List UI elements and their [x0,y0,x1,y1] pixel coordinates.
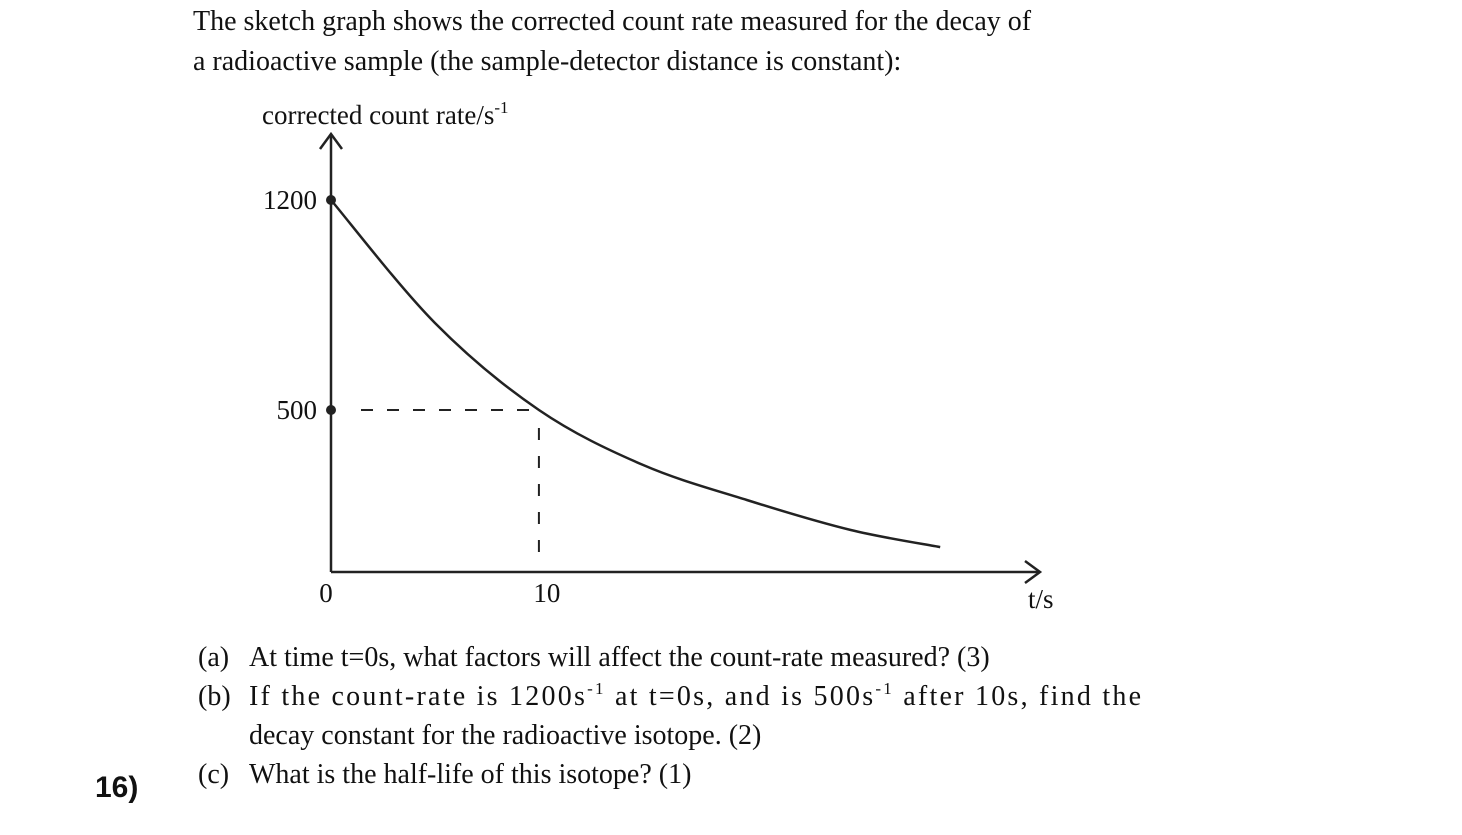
x-axis-label: t/s [1028,584,1054,614]
question-text: What is the half-life of this isotope? (… [249,759,691,790]
decay-curve [330,199,941,549]
question-text-part: at t=0s, and is 500s [606,681,873,712]
intro-line: The sketch graph shows the corrected cou… [193,6,1032,37]
y-tick-dot [326,405,336,415]
x-axis-arrow [1024,559,1043,585]
question-label: (a) [198,642,229,673]
question-text-part: decay constant for the radioactive isoto… [249,720,761,751]
question-sup: -1 [875,679,891,698]
y-axis-label-text: corrected count rate/s [262,100,494,130]
intro-line: a radioactive sample (the sample-detecto… [193,46,901,77]
question-text: At time t=0s, what factors will affect t… [249,642,990,673]
question-label: (b) [198,681,231,712]
question-number: 16) [95,771,138,804]
question-text-part: At time t=0s, what factors will affect t… [249,642,990,673]
y-axis-label-sup: -1 [494,98,508,117]
y-axis-label: corrected count rate/s-1 [262,98,509,130]
question-text: decay constant for the radioactive isoto… [249,720,761,751]
question-sup: -1 [587,679,603,698]
question-text-part: What is the half-life of this isotope? (… [249,759,691,790]
y-tick-label: 500 [277,395,318,425]
question-label: (c) [198,759,229,790]
x-tick-label: 10 [533,578,560,608]
x-tick-label: 0 [319,578,333,608]
question-text-part: If the count-rate is 1200s [249,681,585,712]
question-text: If the count-rate is 1200s -1 at t=0s, an… [249,679,1141,712]
y-tick-label: 1200 [263,185,317,215]
y-axis-arrow [318,131,344,150]
question-text-part: after 10s, find the [894,681,1141,712]
